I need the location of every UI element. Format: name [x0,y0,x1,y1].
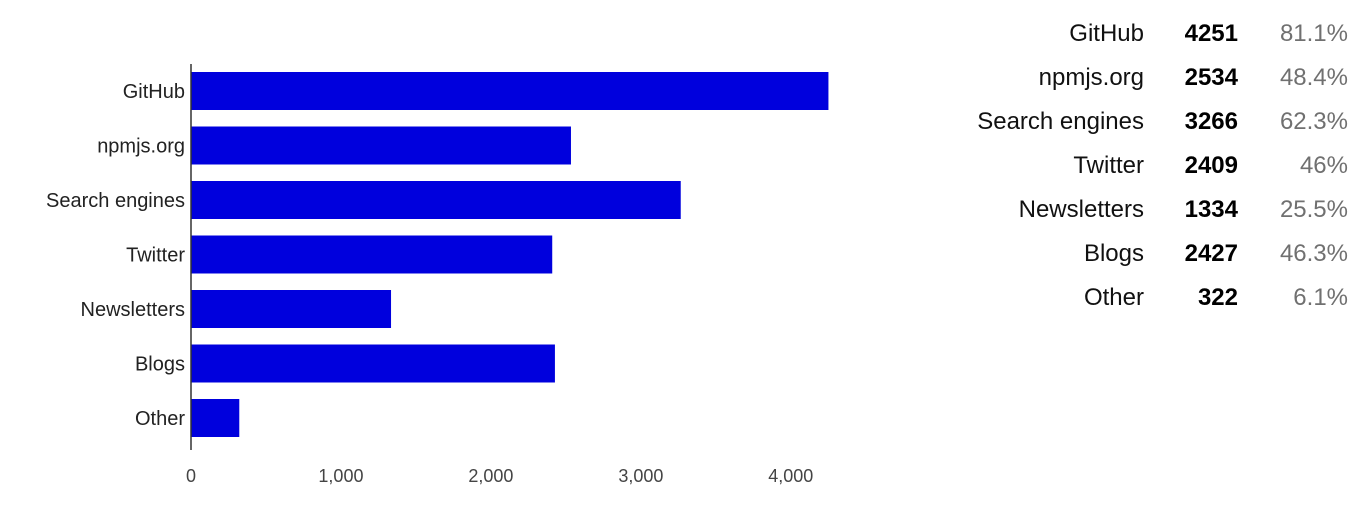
x-tick-label: 1,000 [318,466,363,486]
summary-row: Blogs 2427 46.3% [940,232,1348,276]
summary-name: Blogs [1083,240,1144,267]
summary-row: GitHub 4251 81.1% [940,12,1348,56]
summary-name: Search engines [977,108,1144,135]
summary-row: Newsletters 1334 25.5% [940,188,1348,232]
x-tick-label: 3,000 [618,466,663,486]
category-label: Other [135,408,185,430]
bars-layer [191,72,829,437]
category-label: Newsletters [81,299,185,321]
summary-name: Other [1083,284,1144,311]
category-label: GitHub [123,81,185,103]
x-tick-label: 2,000 [468,466,513,486]
bar-twitter [191,235,553,274]
bar-blogs [191,344,555,383]
summary-name: GitHub [1069,20,1144,47]
summary-count: 1334 [1184,196,1238,223]
summary-count: 2409 [1184,152,1238,179]
summary-name: Twitter [1073,152,1144,179]
summary-table: GitHub 4251 81.1% npmjs.org 2534 48.4% Search … [940,12,1348,320]
summary-count: 2427 [1184,240,1238,267]
bar-search-engines [191,181,681,219]
summary-row: Twitter 2409 46% [940,144,1348,188]
summary-percentage: 25.5% [1279,196,1348,223]
bar-npmjs-org [191,126,571,165]
category-label: npmjs.org [97,136,185,158]
category-label: Twitter [126,245,185,267]
summary-percentage: 62.3% [1279,108,1348,135]
summary-percentage: 48.4% [1279,64,1348,91]
summary-count: 322 [1197,284,1238,311]
summary-name: npmjs.org [1038,64,1144,91]
bar-newsletters [191,290,392,328]
summary-count: 4251 [1184,20,1238,47]
bar-github [191,72,829,110]
summary-count: 2534 [1184,64,1238,91]
summary-row: npmjs.org 2534 48.4% [940,56,1348,100]
x-tick-label: 4,000 [768,466,813,486]
x-axis-ticks: 0 1,000 2,000 3,000 4,000 [186,466,813,486]
summary-row: Other 322 6.1% [940,276,1348,320]
summary-percentage: 46.3% [1279,240,1348,267]
x-tick-label: 0 [186,466,196,486]
summary-percentage: 6.1% [1293,284,1348,311]
summary-count: 3266 [1184,108,1238,135]
category-label: Blogs [135,354,185,376]
category-labels: GitHub npmjs.org Search engines Twitter News… [46,81,185,430]
bar-chart: GitHub npmjs.org Search engines Twitter News… [46,64,829,486]
summary-percentage: 46% [1299,152,1348,179]
summary-percentage: 81.1% [1279,20,1348,47]
summary-name: Newsletters [1018,196,1144,223]
summary-row: Search engines 3266 62.3% [940,100,1348,144]
category-label: Search engines [46,190,185,212]
bar-other [191,399,240,437]
